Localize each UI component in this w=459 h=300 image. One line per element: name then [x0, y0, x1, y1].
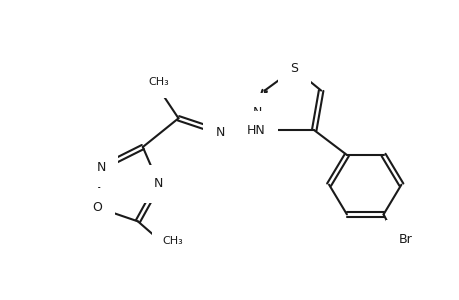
Text: N: N — [215, 126, 224, 139]
Text: HN: HN — [246, 124, 265, 137]
Text: Br: Br — [397, 233, 411, 246]
Text: S: S — [290, 62, 298, 75]
Text: N: N — [96, 161, 106, 174]
Text: CH₃: CH₃ — [162, 236, 183, 246]
Text: O: O — [92, 201, 102, 214]
Text: CH₃: CH₃ — [148, 76, 168, 87]
Text: N: N — [252, 106, 262, 119]
Text: N: N — [154, 177, 163, 190]
